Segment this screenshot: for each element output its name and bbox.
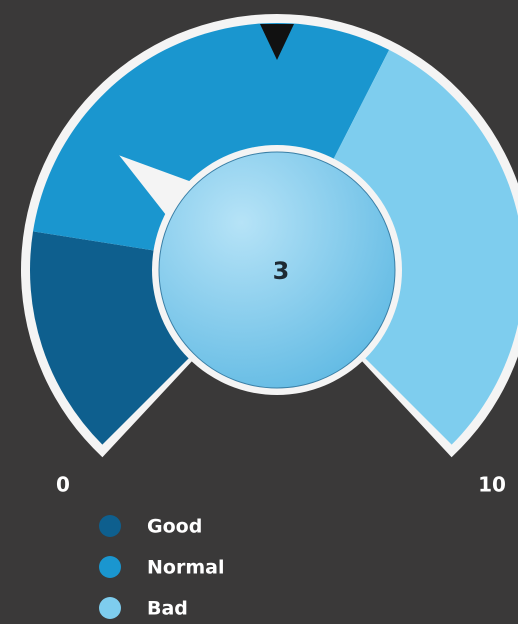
- legend-swatch: [99, 597, 121, 619]
- legend-label: Bad: [147, 598, 188, 620]
- range-max-label: 10: [478, 473, 506, 497]
- legend-swatch: [99, 556, 121, 578]
- gauge-value: 3: [273, 257, 290, 285]
- dial: [21, 14, 518, 458]
- legend-swatch: [99, 515, 121, 537]
- legend-label: Normal: [147, 557, 224, 579]
- legend-label: Good: [147, 516, 202, 538]
- top-marker: [260, 24, 294, 60]
- hub: [158, 151, 396, 389]
- range-min-label: 0: [56, 473, 70, 497]
- labels: 3 0 10 Good Normal Bad: [56, 257, 506, 620]
